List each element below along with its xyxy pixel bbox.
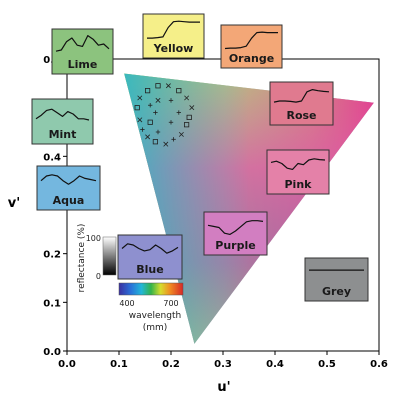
marker-square [152, 139, 158, 145]
x-tick-label: 0.1 [110, 359, 128, 370]
swatch-mint: Mint [31, 98, 94, 145]
swatch-blue: Blue [117, 234, 183, 280]
y-axis-title: v' [8, 196, 20, 211]
swatch-aqua-box [36, 165, 101, 211]
color-gamut-triangle [124, 73, 374, 344]
wavelength-min-label: 400 [119, 299, 134, 308]
swatch-pink-reflectance-curve [270, 158, 326, 170]
reflectance-scale: 100 0 reflectance (%) [77, 224, 117, 293]
wavelength-scale: 400 700 wavelength (mm) [118, 282, 184, 333]
marker-x [155, 97, 161, 103]
marker-x [163, 141, 169, 147]
marker-plus [153, 110, 158, 115]
swatch-lime-label: Lime [68, 58, 98, 71]
y-tick-label: 0.2 [43, 250, 61, 261]
reflectance-gradient-bar [102, 236, 117, 276]
swatch-blue-label: Blue [136, 263, 163, 276]
swatch-pink: Pink [266, 149, 330, 195]
swatch-orange-reflectance-curve [224, 31, 278, 50]
y-tick-label: 0.0 [43, 347, 61, 358]
marker-square [186, 114, 192, 120]
wavelength-title-line1: wavelength [129, 311, 181, 321]
x-tick-label: 0.2 [162, 359, 180, 370]
swatch-purple-reflectance-curve [207, 220, 264, 235]
marker-plus [171, 137, 176, 142]
swatch-yellow-reflectance-curve [147, 20, 200, 39]
marker-x [189, 105, 195, 111]
marker-plus [140, 127, 145, 132]
marker-x [137, 95, 143, 101]
marker-square [183, 122, 190, 128]
sample-markers [134, 83, 195, 147]
marker-plus [168, 120, 174, 125]
swatch-purple-label: Purple [215, 239, 255, 252]
marker-x [137, 117, 143, 123]
swatch-purple: Purple [203, 211, 268, 256]
reflectance-max-label: 100 [86, 234, 101, 243]
x-axis-ticks: 0.0 0.1 0.2 0.3 0.4 0.5 0.6 [58, 351, 388, 370]
swatch-pink-box [266, 149, 330, 195]
swatch-blue-box [117, 234, 183, 280]
swatch-purple-box [203, 211, 268, 256]
swatch-yellow-label: Yellow [153, 42, 194, 55]
swatch-lime-reflectance-curve [55, 35, 110, 52]
marker-plus [168, 98, 174, 103]
marker-square [176, 88, 182, 94]
x-axis-title: u' [217, 380, 230, 395]
y-tick-label: 0.1 [43, 298, 61, 309]
swatch-lime: Lime [51, 28, 114, 75]
swatch-blue-reflectance-curve [121, 243, 179, 254]
y-tick-label: 0.4 [43, 152, 61, 163]
color-swatches: Lime Yellow Orange Mint Rose Aqua Pink Purple Bl… [31, 13, 369, 302]
marker-plus [176, 110, 181, 115]
swatch-aqua-label: Aqua [53, 194, 85, 207]
swatch-mint-reflectance-curve [35, 108, 90, 121]
reflectance-min-label: 0 [96, 272, 101, 281]
marker-x [184, 95, 190, 101]
marker-square [144, 88, 151, 94]
x-tick-label: 0.6 [370, 359, 388, 370]
x-tick-label: 0.0 [58, 359, 76, 370]
swatch-grey-box [304, 257, 369, 302]
wavelength-max-label: 700 [163, 299, 178, 308]
x-tick-label: 0.3 [214, 359, 232, 370]
swatch-rose-box [269, 81, 334, 126]
swatch-rose-reflectance-curve [273, 89, 330, 103]
swatch-grey-label: Grey [322, 285, 351, 298]
swatch-yellow: Yellow [142, 13, 205, 59]
swatch-rose-label: Rose [286, 109, 316, 122]
marker-square [147, 119, 153, 125]
x-tick-label: 0.4 [266, 359, 284, 370]
swatch-orange: Orange [220, 24, 283, 69]
swatch-orange-label: Orange [229, 52, 274, 65]
swatch-aqua-reflectance-curve [40, 174, 97, 185]
marker-square [155, 83, 161, 89]
marker-plus [148, 103, 153, 108]
swatch-mint-box [31, 98, 94, 145]
swatch-grey: Grey [304, 257, 369, 302]
gamut-layer-3 [124, 73, 374, 344]
wavelength-spectrum-bar [118, 282, 184, 296]
wavelength-title-line2: (mm) [143, 323, 168, 333]
swatch-aqua: Aqua [36, 165, 101, 211]
marker-plus [155, 129, 161, 135]
swatch-lime-box [51, 28, 114, 75]
marker-square [134, 105, 140, 111]
marker-x [165, 83, 171, 89]
reflectance-title: reflectance (%) [77, 224, 87, 293]
marker-x [145, 134, 151, 140]
marker-x [178, 131, 184, 137]
x-tick-label: 0.5 [318, 359, 336, 370]
swatch-pink-label: Pink [285, 178, 313, 191]
swatch-mint-label: Mint [49, 128, 77, 141]
swatch-rose: Rose [269, 81, 334, 126]
